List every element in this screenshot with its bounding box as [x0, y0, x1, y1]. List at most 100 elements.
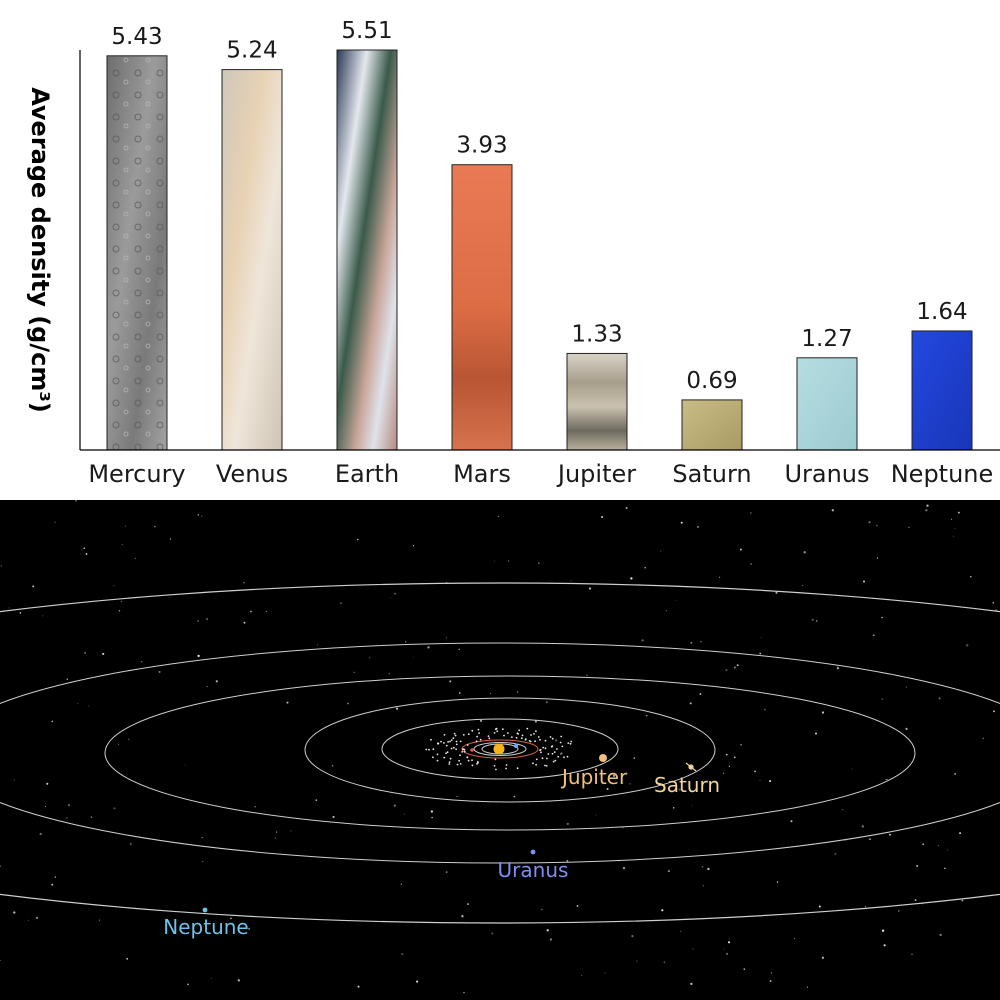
star	[836, 667, 840, 670]
asteroid	[448, 763, 451, 765]
star	[966, 644, 969, 647]
star	[357, 538, 359, 541]
star	[905, 686, 908, 688]
star	[864, 906, 867, 908]
star	[622, 866, 626, 870]
star	[35, 916, 39, 919]
star	[754, 770, 757, 773]
star	[81, 549, 83, 551]
star	[807, 986, 809, 988]
star	[394, 592, 396, 595]
star	[916, 865, 919, 867]
star	[816, 620, 818, 622]
star	[885, 778, 887, 781]
star	[908, 526, 910, 529]
star	[733, 666, 736, 669]
asteroid	[503, 734, 505, 737]
star	[466, 903, 469, 906]
star	[412, 545, 415, 547]
bar-jupiter	[566, 352, 628, 451]
asteroid	[455, 748, 457, 751]
asteroid	[467, 733, 470, 736]
star	[588, 587, 592, 590]
asteroid	[471, 729, 474, 732]
star	[445, 637, 447, 639]
star	[944, 867, 946, 870]
asteroid	[494, 758, 497, 761]
asteroid	[428, 748, 430, 751]
value-label-mars: 3.93	[456, 133, 507, 159]
star	[630, 577, 633, 580]
asteroid	[448, 761, 451, 763]
asteroid	[452, 737, 455, 740]
star	[0, 865, 2, 867]
star	[134, 557, 137, 560]
neptune-label: Neptune	[163, 915, 248, 939]
asteroid	[563, 756, 565, 759]
star	[353, 671, 355, 673]
asteroid	[466, 744, 469, 746]
star	[449, 680, 452, 683]
star	[331, 764, 334, 767]
star	[202, 860, 204, 863]
asteroid	[516, 732, 519, 735]
asteroid	[449, 740, 451, 743]
asteroid	[476, 735, 478, 738]
star	[769, 780, 772, 783]
star	[19, 612, 22, 614]
star	[546, 929, 549, 932]
star	[690, 982, 693, 986]
asteroid	[461, 751, 463, 753]
asteroid	[432, 748, 435, 751]
asteroid	[535, 758, 538, 761]
star	[834, 852, 837, 855]
asteroid	[455, 740, 458, 743]
value-label-saturn: 0.69	[686, 368, 737, 394]
star	[595, 814, 597, 816]
star	[645, 714, 648, 717]
star	[678, 788, 681, 791]
earth-dot	[513, 743, 519, 749]
star	[85, 553, 88, 555]
bars-layer: 5.43 Mercury 5.24 Venus 5.51 Earth 3.93 Mars 1.3…	[88, 18, 993, 488]
star	[206, 686, 208, 688]
asteroid	[476, 761, 479, 763]
star	[461, 915, 464, 918]
category-label-jupiter: Jupiter	[556, 460, 636, 488]
asteroid-belt	[425, 727, 573, 771]
asteroid	[534, 740, 536, 743]
orbit-earth	[473, 742, 527, 756]
star	[545, 701, 548, 703]
star	[869, 838, 871, 840]
star	[230, 917, 232, 920]
star	[83, 547, 86, 550]
star	[404, 813, 405, 815]
star	[580, 974, 583, 977]
star	[725, 753, 728, 756]
asteroid	[520, 737, 523, 740]
asteroid	[533, 732, 535, 735]
star	[722, 772, 724, 774]
star	[513, 795, 516, 798]
star	[672, 807, 675, 809]
star	[0, 565, 3, 567]
star	[697, 525, 699, 528]
star	[728, 765, 731, 768]
star	[44, 806, 46, 808]
star	[431, 816, 433, 819]
asteroid	[495, 727, 498, 730]
star	[946, 849, 948, 851]
asteroid	[493, 732, 496, 734]
star	[586, 674, 588, 676]
star	[622, 827, 624, 829]
star	[625, 506, 628, 510]
asteroid	[516, 767, 519, 770]
star	[660, 550, 662, 552]
orbit-canvas: Jupiter Saturn Uranus Neptune	[0, 500, 1000, 994]
bar-mercury-texture	[107, 55, 167, 451]
asteroid	[462, 748, 464, 750]
star	[600, 515, 604, 519]
star	[836, 665, 838, 667]
star	[925, 509, 928, 512]
bar-mars	[451, 164, 513, 451]
